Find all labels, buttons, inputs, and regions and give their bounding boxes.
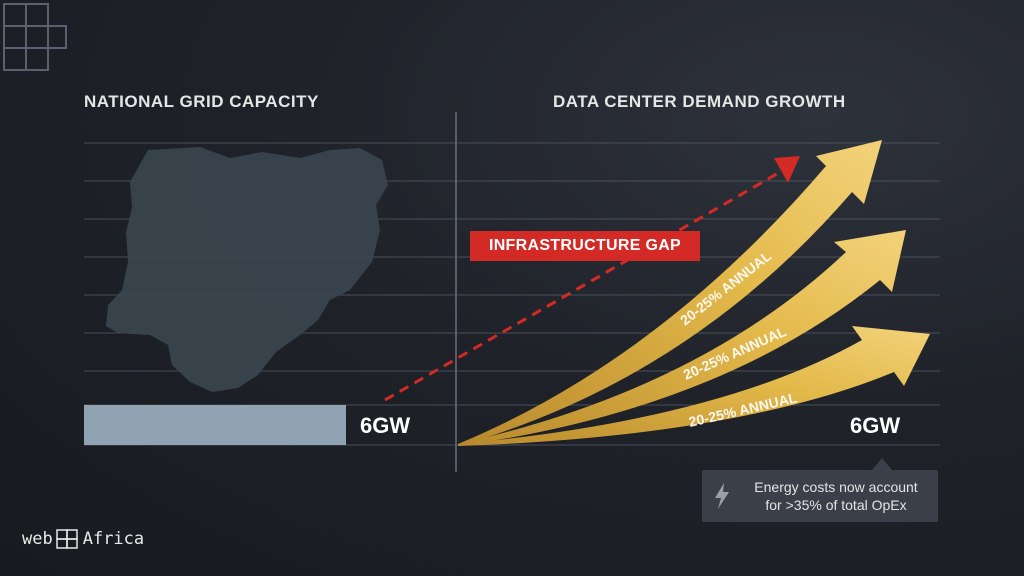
brand-logo: web Africa: [22, 528, 144, 550]
nigeria-map: [106, 147, 388, 392]
growth-arrows: [458, 140, 930, 446]
callout-pointer: [872, 458, 892, 470]
growth-arrow-middle: [458, 230, 906, 446]
callout-line-1: Energy costs now account: [754, 479, 918, 495]
growth-arrow-top: [458, 140, 882, 446]
grid-capacity-value: 6GW: [360, 413, 411, 438]
growth-arrow-bottom: [458, 326, 930, 446]
corner-logo-icon: [3, 3, 67, 71]
cube-logo-icon: [55, 529, 78, 549]
infrastructure-gap-label: INFRASTRUCTURE GAP: [470, 231, 700, 261]
gap-arrowhead: [774, 156, 800, 183]
callout-line-2: for >35% of total OpEx: [765, 497, 907, 513]
grid-capacity-bar: [84, 405, 346, 445]
right-panel-title: DATA CENTER DEMAND GROWTH: [553, 92, 846, 111]
brand-text-left: web: [22, 529, 53, 549]
demand-value: 6GW: [850, 413, 901, 438]
brand-text-right: Africa: [82, 529, 145, 549]
left-panel-title: NATIONAL GRID CAPACITY: [84, 92, 319, 111]
energy-cost-callout: Energy costs now account for >35% of tot…: [702, 470, 938, 522]
gap-dashed-line: [384, 170, 781, 402]
lightning-icon: [702, 483, 742, 509]
